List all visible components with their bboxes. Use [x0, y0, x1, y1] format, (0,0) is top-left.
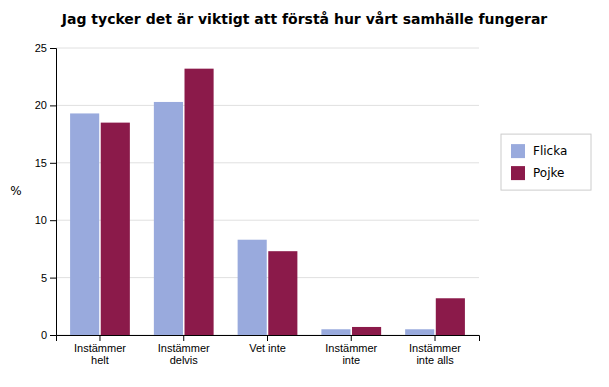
x-tick-label: Instämmerinte [325, 342, 377, 367]
x-tick: Vet inte [249, 335, 286, 354]
y-tick-label: 15 [35, 157, 47, 169]
x-tick-mark [183, 335, 184, 341]
legend: Flicka Pojke [501, 134, 591, 190]
x-tick-label: Instämmerhelt [74, 342, 126, 367]
y-tick-label: 0 [41, 329, 47, 341]
chart: Jag tycker det är viktigt att förstå hur… [0, 0, 609, 387]
grid-line [56, 105, 479, 106]
x-tick-label-line: helt [91, 354, 109, 366]
bar-series [70, 102, 434, 335]
y-tick-label: 25 [35, 42, 47, 54]
x-tick: Instämmerdelvis [158, 335, 210, 366]
bar [70, 113, 99, 335]
y-tick-label: 5 [41, 272, 47, 284]
y-tick-mark [50, 220, 56, 221]
x-tick-mark [99, 335, 100, 341]
x-tick-label-line: Instämmer [325, 342, 377, 354]
bar [352, 327, 381, 335]
grid [56, 48, 479, 335]
x-tick-label-line: inte [342, 354, 360, 366]
x-tick-label: Instämmerinte alls [409, 342, 461, 367]
y-tick-mark [50, 335, 56, 336]
x-tick-label-line: Instämmer [158, 342, 210, 354]
x-tick-label: Vet inte [249, 342, 286, 354]
y-tick: 15 [35, 157, 56, 169]
bar [436, 298, 465, 335]
y-tick: 5 [41, 272, 56, 284]
legend-swatch [511, 144, 525, 158]
bar [405, 329, 434, 335]
legend-label: Flicka [533, 144, 567, 158]
bar-series [101, 69, 465, 335]
x-tick-mark [267, 335, 268, 341]
y-tick-mark [50, 105, 56, 106]
y-axis-label: % [10, 184, 21, 198]
y-tick-label: 10 [35, 214, 47, 226]
y-tick: 10 [35, 214, 56, 226]
y-tick: 20 [35, 99, 56, 111]
y-tick: 25 [35, 42, 56, 54]
x-tick-mark [351, 335, 352, 341]
y-tick-mark [50, 48, 56, 49]
legend-frame [501, 134, 591, 190]
legend-swatch [511, 166, 525, 180]
bar [238, 240, 267, 335]
x-tick: Instämmerinte [325, 335, 377, 366]
plot: 0510152025InstämmerheltInstämmerdelvisVe… [35, 42, 480, 366]
y-tick-mark [50, 163, 56, 164]
y-tick-label: 20 [35, 99, 47, 111]
x-tick-label-line: Instämmer [74, 342, 126, 354]
x-tick-label: Instämmerdelvis [158, 342, 210, 367]
x-tick-label-line: Vet inte [249, 342, 286, 354]
bar [268, 251, 297, 335]
y-axis: 0 5 10 15 20 25 [35, 42, 57, 341]
bar [185, 69, 214, 335]
title: Jag tycker det är viktigt att förstå hur… [61, 11, 548, 27]
x-tick-label-line: delvis [170, 354, 199, 366]
y-axis-line [50, 49, 57, 336]
x-tick-label-line: inte alls [416, 354, 454, 366]
bar [321, 329, 350, 335]
y-tick: 0 [41, 329, 56, 341]
legend-label: Pojke [533, 166, 564, 180]
bar [154, 102, 183, 335]
x-axis-line [57, 336, 480, 342]
x-tick-label-line: Instämmer [409, 342, 461, 354]
grid-line [56, 48, 479, 49]
bar [101, 123, 130, 335]
y-tick-mark [50, 278, 56, 279]
x-axis: InstämmerheltInstämmerdelvisVet inteInst… [57, 335, 480, 366]
x-tick: Instämmerinte alls [409, 335, 461, 366]
x-tick-mark [435, 335, 436, 341]
bars [70, 69, 465, 335]
x-tick: Instämmerhelt [74, 335, 126, 366]
